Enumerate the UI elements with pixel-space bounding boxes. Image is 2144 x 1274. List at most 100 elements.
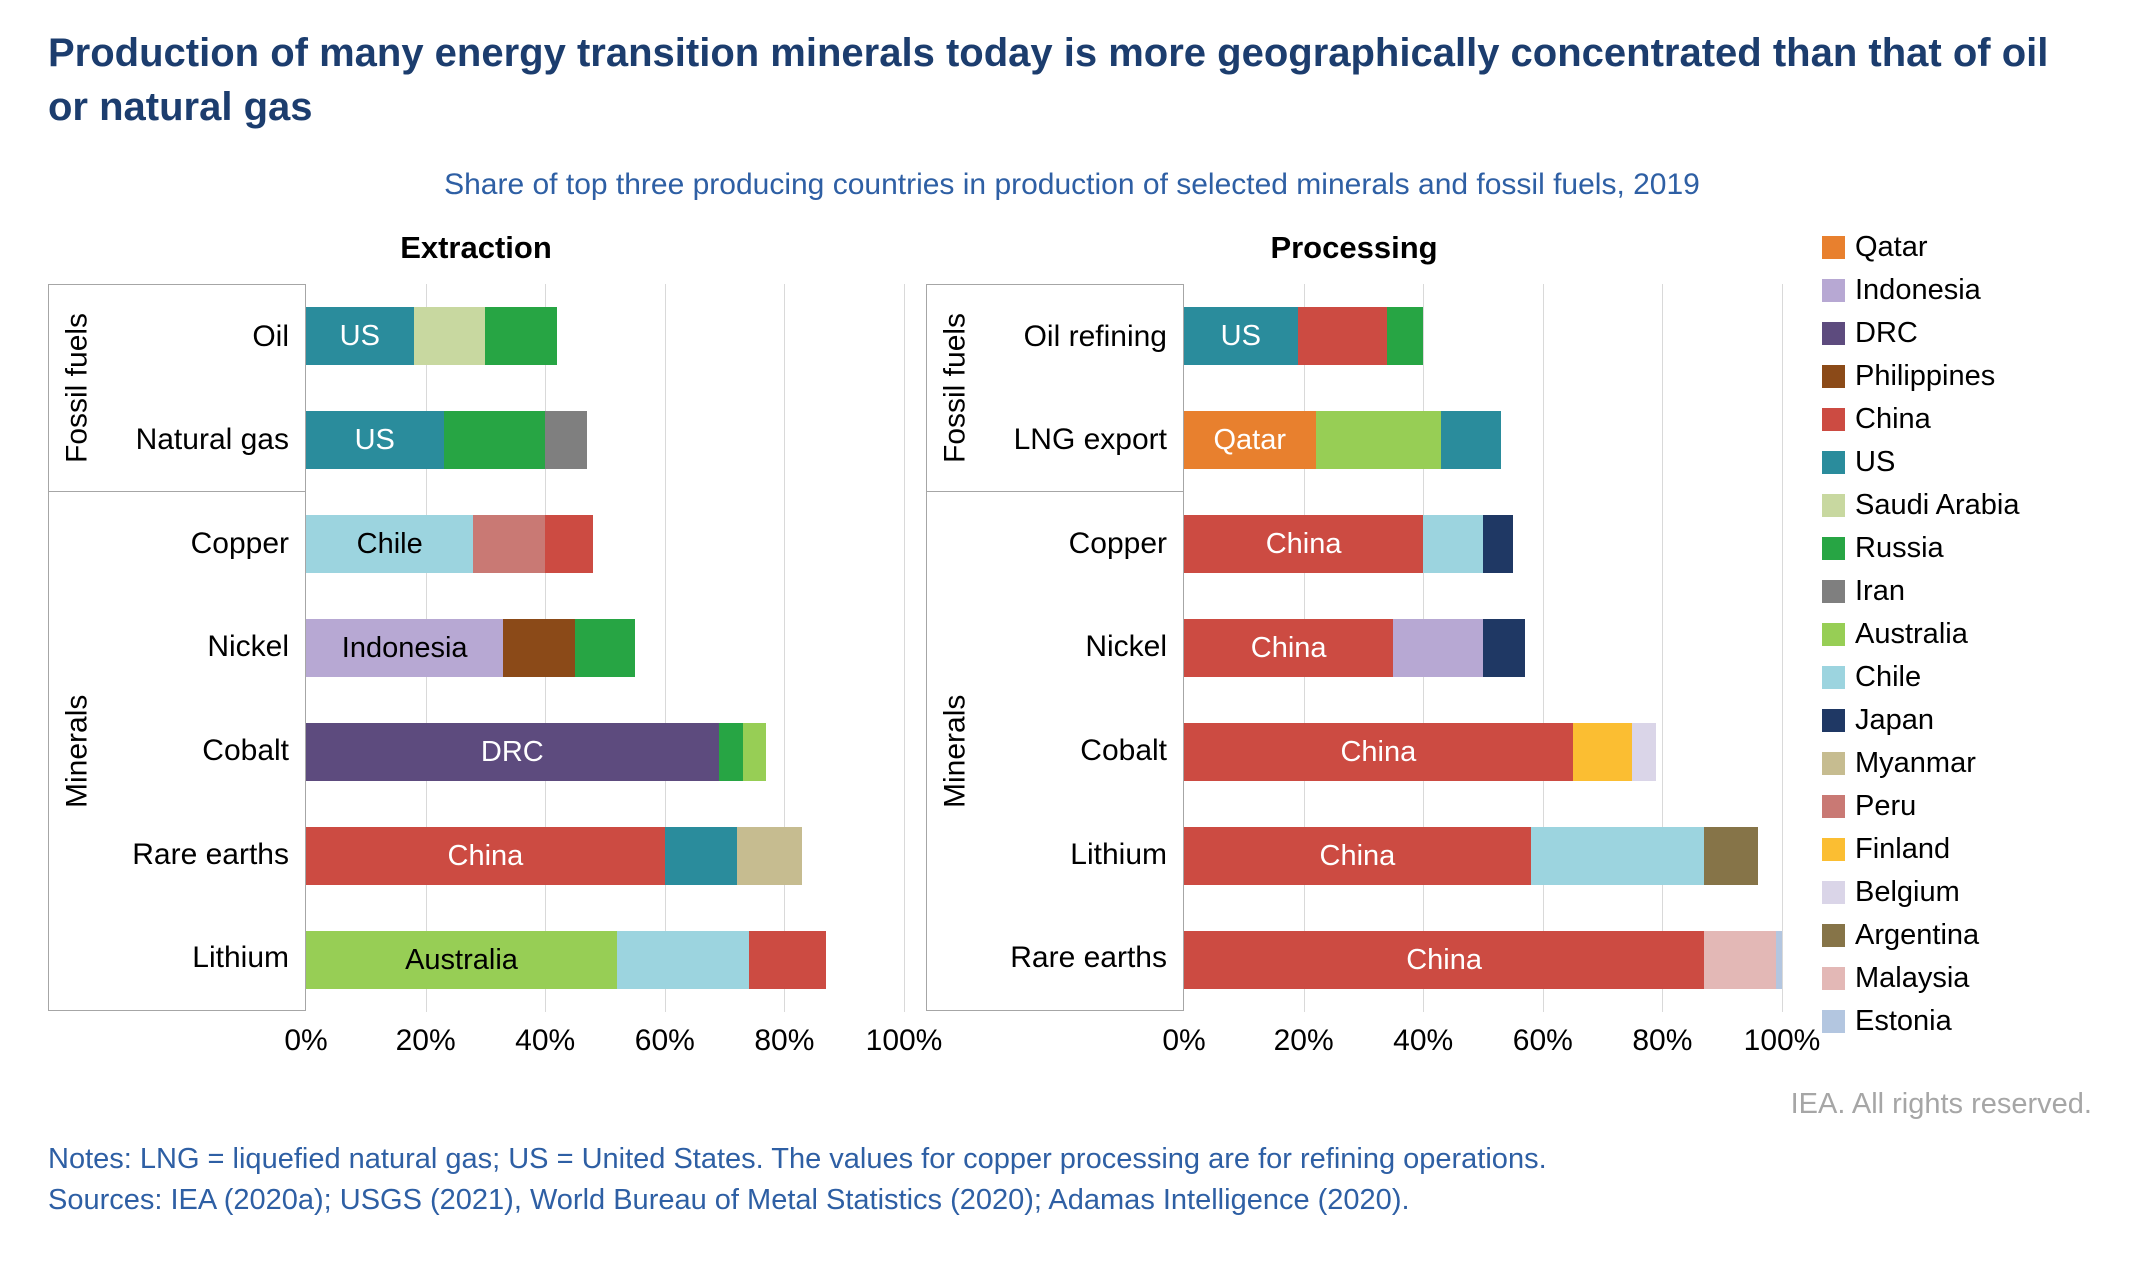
category-label-rare-earths: Rare earths (1010, 941, 1167, 975)
processing-x-axis: 0% 20% 40% 60% 80% 100% (1162, 1012, 1820, 1062)
bar-natural-gas: US (306, 411, 904, 469)
legend-label: Peru (1855, 789, 1917, 822)
bar-cobalt: China (1184, 723, 1782, 781)
axis-tick-label: 40% (1393, 1024, 1454, 1057)
legend-label: DRC (1855, 316, 1918, 349)
legend-item-chile: Chile (1822, 660, 2102, 693)
bar-rare-earths: China (306, 827, 904, 885)
sources: Sources: IEA (2020a); USGS (2021), World… (48, 1184, 1410, 1216)
gridline (1542, 284, 1544, 1012)
category-label-oil: Oil (252, 319, 289, 353)
legend-swatch (1822, 450, 1845, 474)
legend-item-china: China (1822, 402, 2102, 435)
group-label-minerals: Minerals (938, 694, 972, 808)
bar-segment-china: China (1184, 827, 1531, 885)
legend-swatch (1822, 880, 1845, 904)
bar-segment-finland (1572, 723, 1633, 781)
bar-segment-chile (1530, 827, 1705, 885)
bar-segment-australia: Australia (306, 931, 617, 989)
legend-label: Philippines (1855, 359, 1996, 392)
extraction-plot-column: US US Chile Indonesia DRC China Australia 0% 20… (284, 284, 942, 1062)
axis-tick-label: 20% (395, 1024, 456, 1057)
category-group-minerals: Minerals Copper Nickel Cobalt Lithium Rare ea… (926, 491, 1184, 1011)
bar-segment-japan (1482, 619, 1525, 677)
axis-tick-label: 100% (1743, 1024, 1821, 1057)
gridline (1782, 284, 1783, 1012)
bar-rare-earths: China (1184, 931, 1782, 989)
legend-item-myanmar: Myanmar (1822, 746, 2102, 779)
legend-item-finland: Finland (1822, 833, 2102, 865)
gridline (904, 284, 905, 1012)
bar-segment-russia (485, 307, 558, 365)
legend-swatch (1822, 923, 1845, 947)
bar-segment-chile: Chile (306, 515, 474, 573)
gridline (784, 284, 786, 1012)
panel-title-processing: Processing (1270, 230, 1438, 265)
page-title: Production of many energy transition min… (48, 31, 2049, 129)
legend-label: China (1855, 402, 1931, 435)
legend-item-malaysia: Malaysia (1822, 962, 2102, 994)
bar-oil: US (306, 307, 904, 365)
axis-tick-label: 40% (515, 1024, 576, 1057)
legend-label: Myanmar (1855, 746, 1976, 779)
bar-segment-peru (473, 515, 546, 573)
legend-swatch (1822, 751, 1845, 775)
bar-segment-russia (1387, 307, 1424, 365)
bar-copper: Chile (306, 515, 904, 573)
bar-cobalt: DRC (306, 723, 904, 781)
group-label-fossil-fuels: Fossil fuels (938, 312, 972, 464)
legend-item-peru: Peru (1822, 789, 2102, 822)
processing-chart: Processing Fossil fuels Oil refining LNG e… (926, 230, 1820, 1062)
category-group-minerals: Minerals Copper Nickel Cobalt Rare earths Lit… (48, 491, 306, 1011)
legend-label: Qatar (1855, 230, 1928, 263)
category-label-column: Oil refining LNG export (984, 285, 1183, 491)
legend-item-australia: Australia (1822, 618, 2102, 650)
legend-swatch (1822, 493, 1845, 517)
legend-label: Iran (1855, 574, 1905, 607)
legend-item-iran: Iran (1822, 574, 2102, 607)
legend-item-philippines: Philippines (1822, 359, 2102, 392)
bar-segment-malaysia (1704, 931, 1776, 989)
legend-swatch (1822, 1009, 1845, 1033)
chart-subtitle: Share of top three producing countries i… (444, 168, 1700, 201)
legend-swatch (1822, 708, 1845, 732)
legend-label: Russia (1855, 531, 1944, 564)
group-label-minerals: Minerals (60, 694, 94, 808)
bar-segment-iran (545, 411, 588, 469)
panel-title-extraction: Extraction (400, 230, 552, 265)
extraction-chart: Extraction Fossil fuels Oil Natural gas Min… (48, 230, 942, 1062)
bar-segment-australia (742, 723, 767, 781)
legend-label: Saudi Arabia (1855, 488, 2020, 521)
bar-segment-us: US (1184, 307, 1298, 365)
category-label-nickel: Nickel (1085, 630, 1167, 664)
legend-swatch (1822, 665, 1845, 689)
bar-nickel: Indonesia (306, 619, 904, 677)
bar-segment-australia (1315, 411, 1442, 469)
legend-item-us: US (1822, 445, 2102, 478)
bar-copper: China (1184, 515, 1782, 573)
extraction-plot-grid: Fossil fuels Oil Natural gas Minerals Copper… (48, 284, 942, 1062)
axis-tick-label: 20% (1273, 1024, 1334, 1057)
bar-segment-china: China (1184, 619, 1394, 677)
category-label-cobalt: Cobalt (202, 733, 289, 767)
legend-label: Chile (1855, 660, 1922, 693)
category-label-nickel: Nickel (207, 630, 289, 664)
legend-label: Belgium (1855, 875, 1960, 908)
bar-segment-myanmar (736, 827, 803, 885)
bar-segment-indonesia (1393, 619, 1483, 677)
legend-label: US (1855, 445, 1896, 478)
bar-segment-russia (443, 411, 546, 469)
bar-segment-china (748, 931, 827, 989)
category-label-lng-export: LNG export (1013, 422, 1167, 456)
group-label-fossil-fuels: Fossil fuels (60, 312, 94, 464)
legend: Qatar Indonesia DRC Philippines China US Saudi… (1822, 230, 2102, 1037)
bar-segment-chile (616, 931, 749, 989)
category-label-rare-earths: Rare earths (132, 837, 289, 871)
legend-item-qatar: Qatar (1822, 230, 2102, 263)
bar-oil-refining: US (1184, 307, 1782, 365)
legend-item-japan: Japan (1822, 704, 2102, 736)
bar-segment-saudi-arabia (413, 307, 486, 365)
processing-plot-grid: Fossil fuels Oil refining LNG export Minera… (926, 284, 1820, 1062)
category-label-natural-gas: Natural gas (135, 422, 289, 456)
